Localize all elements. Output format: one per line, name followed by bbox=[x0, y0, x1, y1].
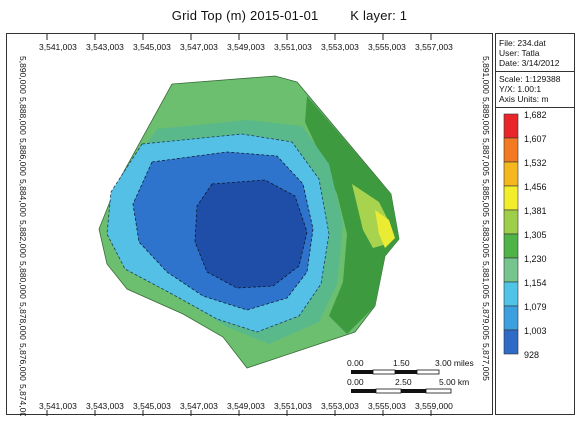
x-tick-bottom: 3,559,000 bbox=[415, 401, 453, 411]
x-tick-top: 3,541,003 bbox=[39, 42, 77, 52]
x-tick-bottom: 3,551,003 bbox=[274, 401, 312, 411]
y-tick-left: 5,882,000 bbox=[18, 220, 28, 258]
info-scale: Scale: 1:129388 bbox=[499, 74, 561, 84]
x-tick-bottom: 3,553,003 bbox=[321, 401, 359, 411]
legend-swatch bbox=[503, 281, 519, 307]
color-legend: 1,682 1,607 1,532 1,456 1,381 1,305 1,230 1,154… bbox=[503, 110, 547, 360]
x-tick-top: 3,551,003 bbox=[274, 42, 312, 52]
y-tick-right: 5,877,005 bbox=[481, 343, 491, 381]
legend-label: 1,381 bbox=[524, 206, 547, 216]
x-tick-bottom: 3,555,003 bbox=[368, 401, 406, 411]
map-title: Grid Top (m) 2015-01-01 K layer: 1 bbox=[0, 8, 579, 23]
map-title-main: Grid Top (m) 2015-01-01 bbox=[171, 8, 319, 23]
scale-km-1: 2.50 bbox=[395, 377, 412, 387]
x-tick-top: 3,555,003 bbox=[368, 42, 406, 52]
scale-miles-0: 0.00 bbox=[347, 358, 364, 368]
legend-label: 1,682 bbox=[524, 110, 547, 120]
legend-swatch bbox=[503, 329, 519, 355]
y-tick-left: 5,880,000 bbox=[18, 261, 28, 299]
legend-swatch bbox=[503, 161, 519, 187]
y-tick-left: 5,888,000 bbox=[18, 97, 28, 135]
y-tick-right: 5,887,005 bbox=[481, 138, 491, 176]
x-tick-bottom: 3,543,003 bbox=[86, 401, 124, 411]
info-date: Date: 3/14/2012 bbox=[499, 58, 560, 68]
legend-label: 1,230 bbox=[524, 254, 547, 264]
legend-label: 1,003 bbox=[524, 326, 547, 336]
y-tick-left: 5,884,000 bbox=[18, 179, 28, 217]
map-frame: 3,541,003 3,543,003 3,545,003 3,547,003 … bbox=[6, 33, 493, 421]
x-tick-top: 3,557,003 bbox=[415, 42, 453, 52]
y-tick-left: 5,876,000 bbox=[18, 343, 28, 381]
band-deep-blue bbox=[194, 179, 308, 289]
scale-miles-2: 3.00 miles bbox=[435, 358, 474, 368]
y-tick-left: 5,890,000 bbox=[18, 56, 28, 94]
y-tick-right: 5,881,005 bbox=[481, 261, 491, 299]
x-axis-labels-bottom: 3,541,003 3,543,003 3,545,003 3,547,003 … bbox=[39, 401, 453, 411]
info-panel: File: 234.dat User: Tatla Date: 3/14/201… bbox=[495, 33, 575, 415]
map-title-layer: K layer: 1 bbox=[350, 8, 408, 23]
legend-label: 1,607 bbox=[524, 134, 547, 144]
legend-label: 1,456 bbox=[524, 182, 547, 192]
legend-label: 1,305 bbox=[524, 230, 547, 240]
y-tick-right: 5,883,005 bbox=[481, 220, 491, 258]
info-file: File: 234.dat bbox=[499, 38, 546, 48]
y-tick-left: 5,878,000 bbox=[18, 302, 28, 340]
legend-label: 928 bbox=[524, 350, 539, 360]
x-tick-top: 3,553,003 bbox=[321, 42, 359, 52]
y-tick-right: 5,885,005 bbox=[481, 179, 491, 217]
y-axis-labels-left: 5,890,000 5,888,000 5,886,000 5,884,000 … bbox=[18, 56, 28, 421]
legend-label: 1,154 bbox=[524, 278, 547, 288]
scale-km-2: 5.00 km bbox=[439, 377, 469, 387]
legend-label: 1,079 bbox=[524, 302, 547, 312]
contour-map: 3,541,003 3,543,003 3,545,003 3,547,003 … bbox=[18, 34, 491, 421]
legend-swatch bbox=[503, 113, 519, 139]
info-yx: Y/X: 1.00:1 bbox=[499, 84, 542, 94]
x-tick-bottom: 3,547,003 bbox=[180, 401, 218, 411]
legend-swatch bbox=[503, 233, 519, 259]
axis-ticks bbox=[46, 34, 432, 416]
x-tick-bottom: 3,549,003 bbox=[227, 401, 265, 411]
x-tick-bottom: 3,545,003 bbox=[133, 401, 171, 411]
y-axis-labels-right: 5,891,000 5,889,005 5,887,005 5,885,005 … bbox=[481, 56, 491, 381]
scale-bar: 0.00 1.50 3.00 miles 0.00 2.50 5.00 km bbox=[347, 358, 474, 394]
y-tick-right: 5,879,005 bbox=[481, 302, 491, 340]
x-axis-labels-top: 3,541,003 3,543,003 3,545,003 3,547,003 … bbox=[39, 42, 453, 52]
y-tick-left: 5,886,000 bbox=[18, 138, 28, 176]
contour-surface bbox=[98, 75, 400, 369]
scale-km-0: 0.00 bbox=[347, 377, 364, 387]
band-yellow bbox=[375, 210, 395, 248]
info-user: User: Tatla bbox=[499, 48, 540, 58]
x-tick-top: 3,543,003 bbox=[86, 42, 124, 52]
y-tick-right: 5,891,000 bbox=[481, 56, 491, 94]
legend-swatch bbox=[503, 185, 519, 211]
x-tick-top: 3,547,003 bbox=[180, 42, 218, 52]
legend-swatch bbox=[503, 305, 519, 331]
info-divider bbox=[496, 107, 574, 108]
info-divider bbox=[496, 71, 574, 72]
x-tick-top: 3,545,003 bbox=[133, 42, 171, 52]
legend-swatch bbox=[503, 137, 519, 163]
scale-miles-1: 1.50 bbox=[393, 358, 410, 368]
info-units: Axis Units: m bbox=[499, 94, 549, 104]
legend-swatch bbox=[503, 257, 519, 283]
y-tick-left: 5,874,000 bbox=[18, 384, 28, 416]
x-tick-bottom: 3,541,003 bbox=[39, 401, 77, 411]
x-tick-top: 3,549,003 bbox=[227, 42, 265, 52]
legend-label: 1,532 bbox=[524, 158, 547, 168]
legend-swatch bbox=[503, 209, 519, 235]
y-tick-right: 5,889,005 bbox=[481, 97, 491, 135]
band-dark-green bbox=[305, 96, 399, 334]
